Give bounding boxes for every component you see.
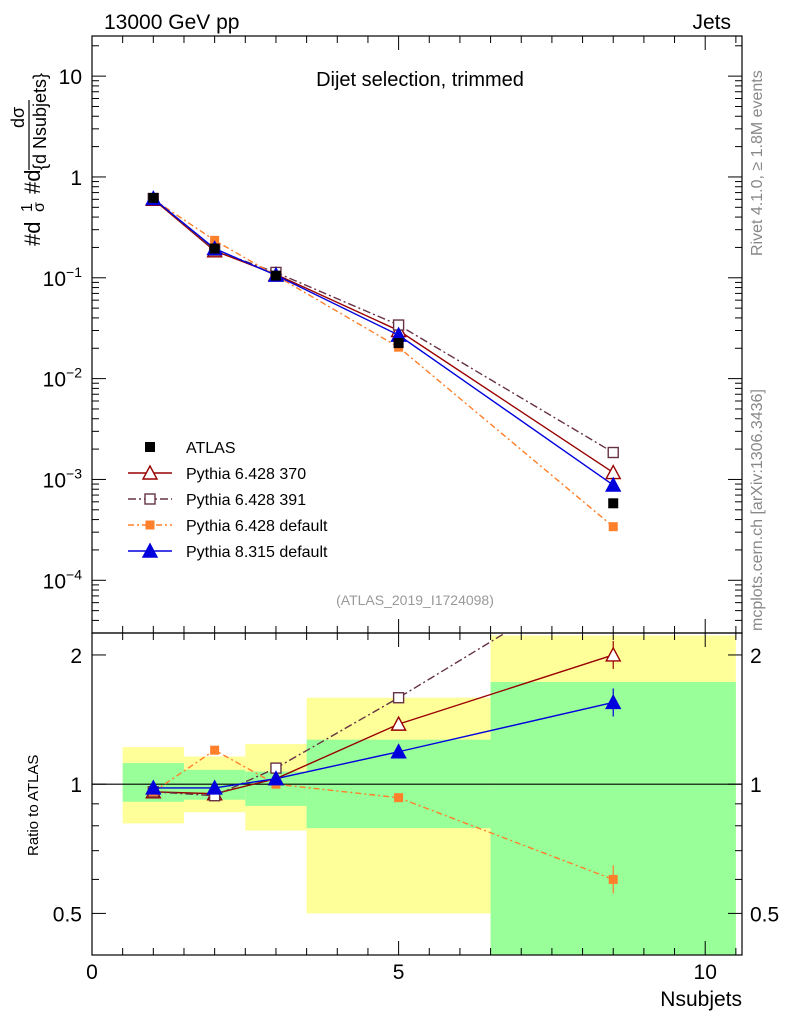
ratio-2-point-3: [394, 793, 404, 803]
ratio-2-point-4: [608, 874, 618, 884]
ratio-y-axis-label: Ratio to ATLAS: [25, 755, 42, 856]
legend-label-atlas: ATLAS: [186, 440, 236, 457]
ratio-series: [145, 562, 622, 894]
legend-label-0: Pythia 6.428 370: [186, 466, 306, 483]
x-tick-label-1: 5: [393, 961, 405, 984]
legend-label-2: Pythia 6.428 default: [186, 518, 328, 535]
ratio-1-point-4: [608, 562, 618, 572]
ratio-tick-label-right-1: 1: [750, 774, 762, 797]
y-tick-label-2: 10−1: [43, 264, 83, 291]
legend-marker-2: [145, 520, 155, 530]
series-2-point-4: [608, 522, 618, 532]
ratio-series-clipped: [145, 562, 622, 894]
data-point-0: [148, 192, 159, 203]
y-tick-label-3: 10−2: [43, 365, 83, 392]
ratio-tick-label-left-1: 1: [70, 774, 82, 797]
ratio-tick-label-right-0: 2: [750, 645, 762, 668]
y-tick-label-5: 10−4: [43, 566, 83, 593]
legend: ATLAS Pythia 6.428 370 Pythia 6.428 391 Pyt…: [128, 440, 328, 561]
legend-marker-1: [144, 493, 156, 505]
mcplots-label: mcplots.cern.ch [arXiv:1306.3436]: [749, 389, 766, 631]
ylabel-part-3: σ: [31, 202, 48, 212]
data-point-3: [393, 338, 404, 349]
y-tick-label-4: 10−3: [43, 465, 83, 492]
main-axes: 10 1 10−1 10−2 10−3 10−4: [43, 36, 742, 634]
ratio-1-point-3: [392, 692, 405, 704]
ylabel-part-1: #d: [20, 222, 45, 246]
series-line-0: [152, 198, 614, 474]
data-point-2: [270, 270, 281, 281]
main-series: [145, 190, 622, 532]
x-tick-label-2: 10: [694, 961, 717, 984]
y-tick-label-0: 10: [59, 66, 82, 89]
ratio-2-point-1: [210, 745, 220, 755]
ratio-frame: [91, 632, 743, 956]
energy-label: 13000 GeV pp: [104, 11, 239, 34]
ratio-3-point-4: [605, 694, 622, 710]
x-tick-label-0: 0: [86, 961, 98, 984]
legend-marker-atlas: [145, 442, 155, 452]
legend-label-1: Pythia 6.428 391: [186, 492, 306, 509]
ylabel-part-2: 1: [19, 203, 36, 212]
ratio-0-point-4: [605, 646, 622, 662]
series-1-point-4: [607, 446, 619, 459]
ratio-3-point-1: [206, 779, 223, 795]
legend-marker-3: [141, 542, 159, 558]
plot-title: Dijet selection, trimmed: [316, 69, 524, 91]
ratio-axes: 0 5 10 2 2 1 1 0.5 0.5: [53, 633, 779, 984]
ratio-tick-label-right-2: 0.5: [750, 903, 779, 926]
main-y-axis-label: #d 1 σ #d dσ {d Nsubjets}: [8, 73, 50, 246]
ratio-3-point-3: [390, 743, 407, 759]
legend-label-3: Pythia 8.315 default: [186, 544, 328, 561]
series-line-1: [152, 198, 614, 454]
ratio-3-point-0: [145, 779, 162, 795]
ratio-tick-label-left-2: 0.5: [53, 903, 82, 926]
ratio-tick-label-left-0: 2: [70, 645, 82, 668]
y-tick-label-1: 1: [70, 167, 82, 190]
ylabel-part-6: {d Nsubjets}: [30, 73, 50, 170]
x-axis-label: Nsubjets: [660, 988, 742, 1011]
ylabel-part-5: dσ: [8, 107, 28, 128]
frames: [91, 35, 743, 956]
data-point-1: [209, 243, 220, 254]
analysis-tag: (ATLAS_2019_I1724098): [336, 592, 494, 608]
jets-label: Jets: [692, 11, 731, 34]
ratio-3-point-2: [267, 770, 285, 786]
band-green-4: [490, 681, 736, 955]
data-point-4: [608, 498, 619, 509]
legend-marker-0: [141, 464, 159, 480]
main-series-clipped: [145, 190, 622, 532]
ratio-0-point-3: [390, 715, 407, 731]
ylabel-part-4: #d: [20, 170, 45, 194]
series-3-point-4: [605, 476, 622, 492]
rivet-label: Rivet 4.1.0, ≥ 1.8M events: [749, 70, 766, 256]
